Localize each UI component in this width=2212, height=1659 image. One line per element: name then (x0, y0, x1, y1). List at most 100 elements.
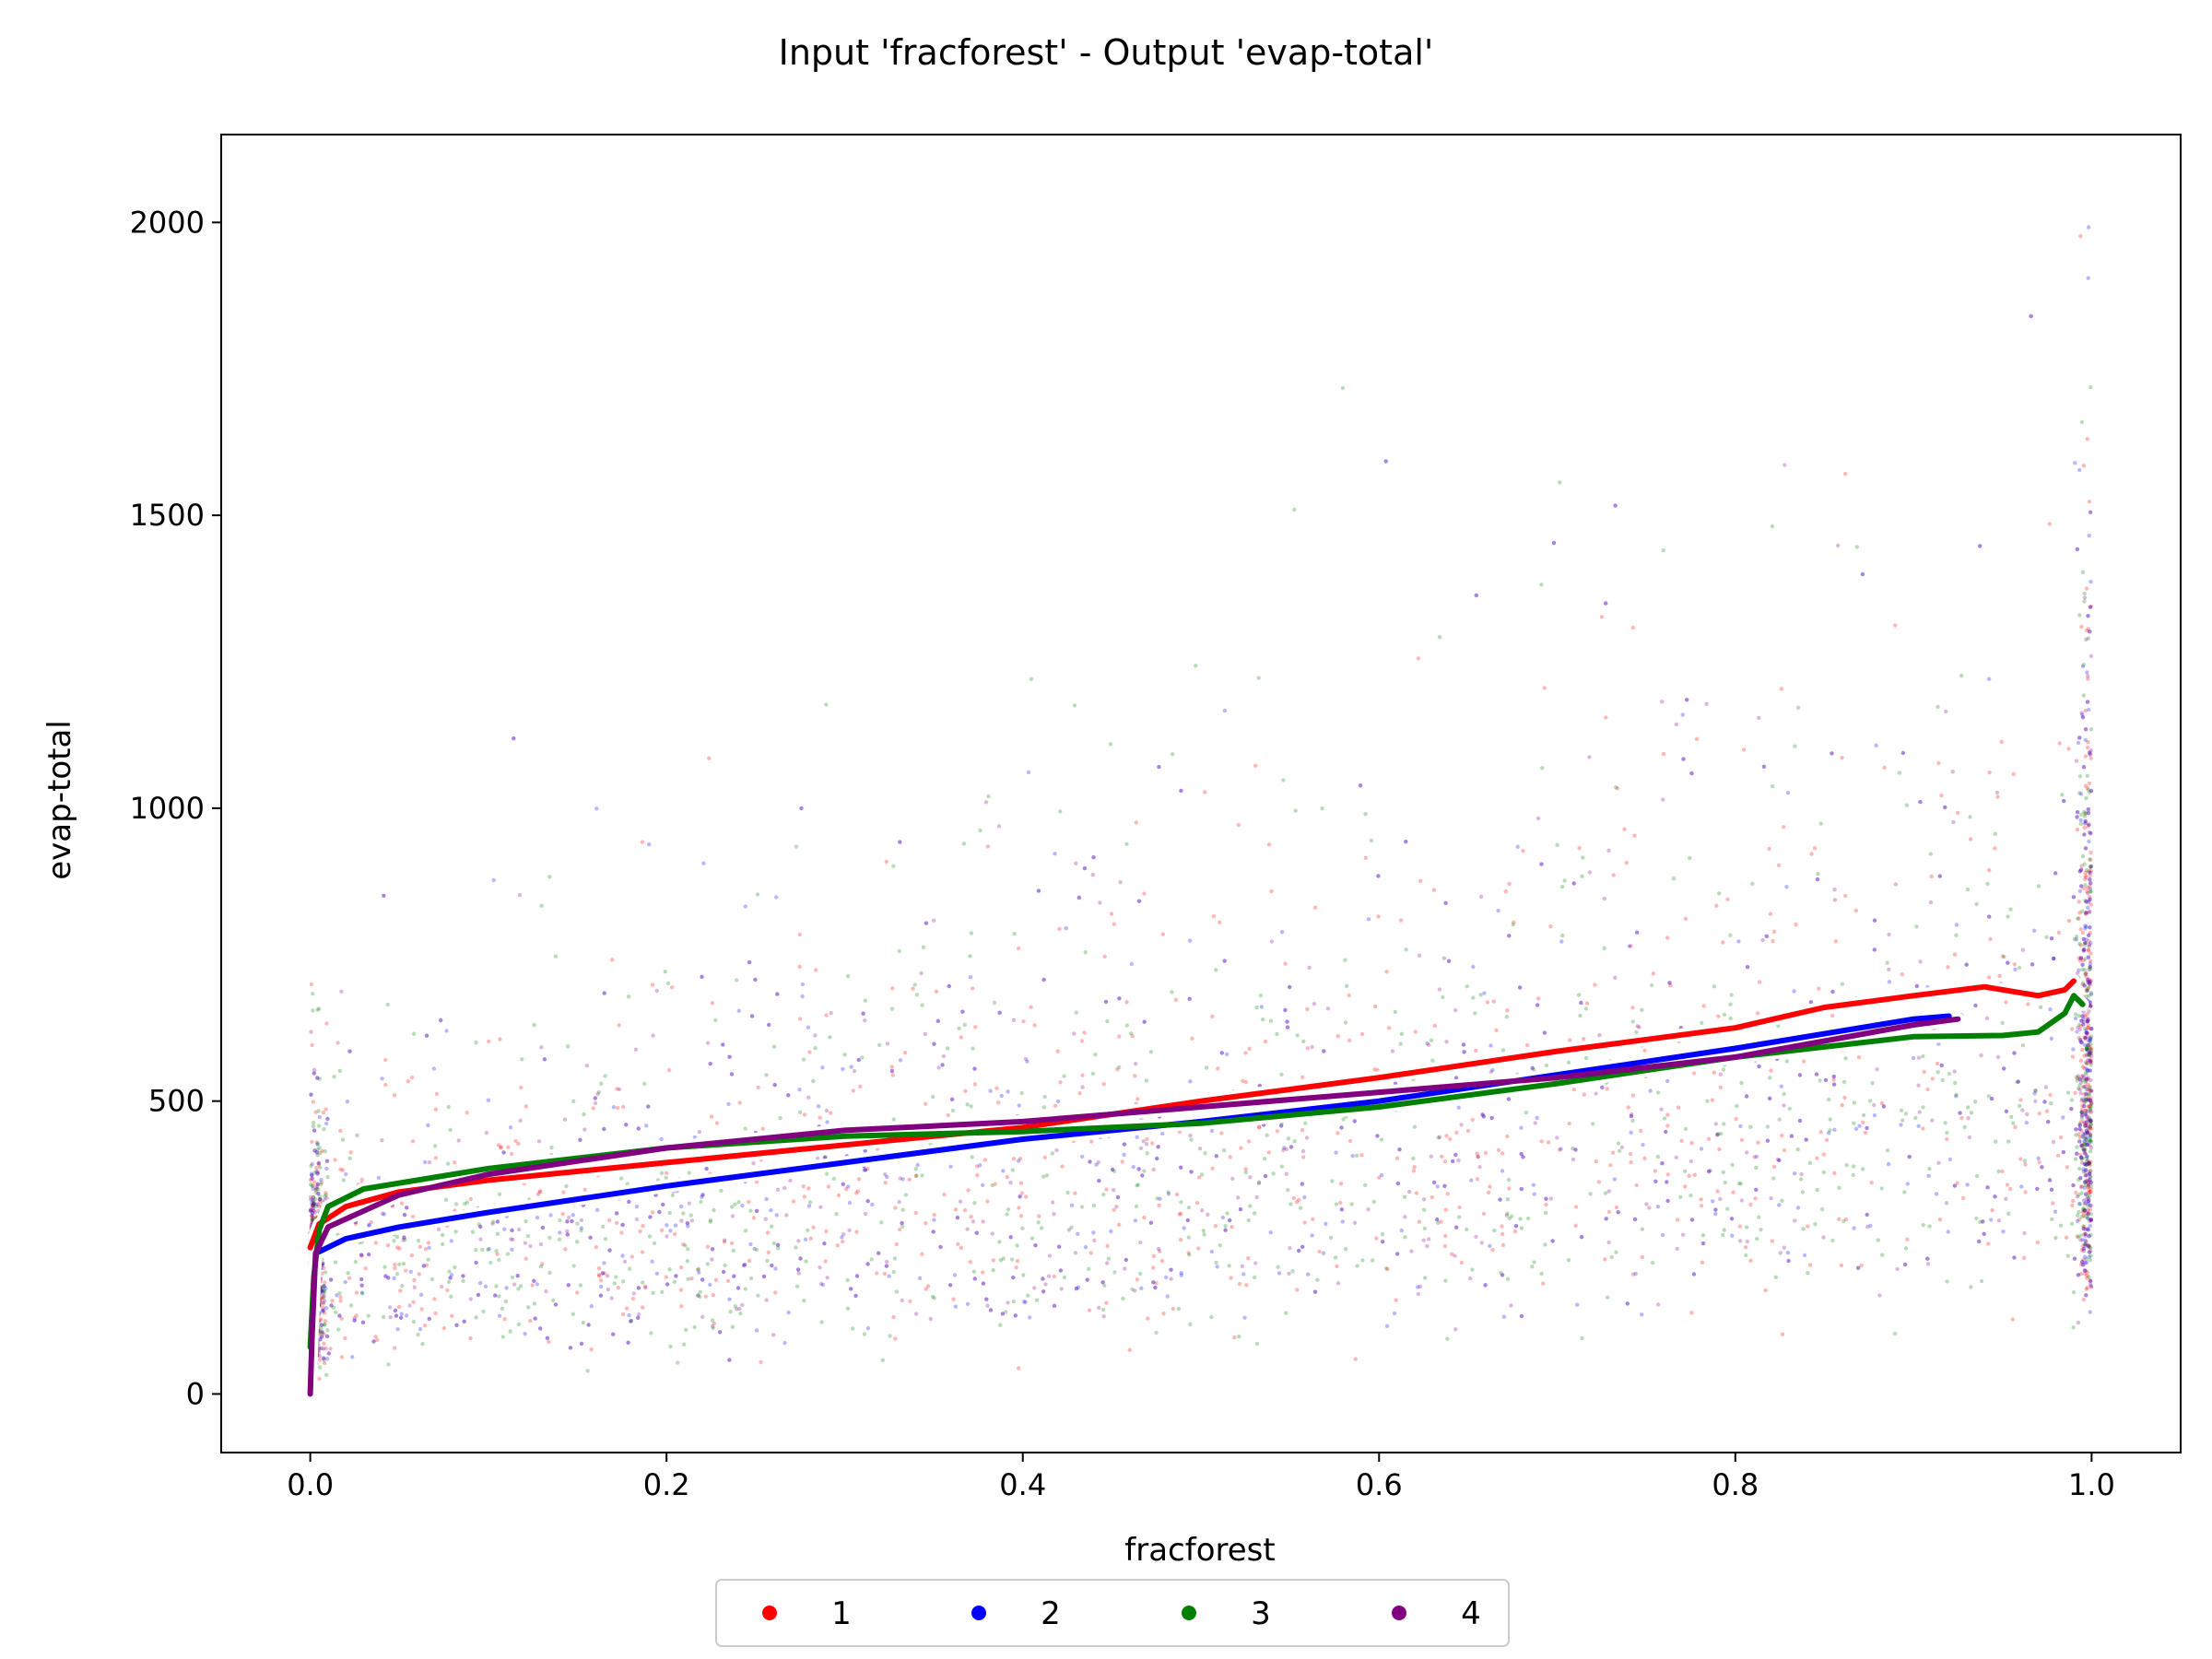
scatter-point (2086, 1228, 2091, 1232)
scatter-point (1771, 1164, 1777, 1170)
scatter-point (1386, 1026, 1392, 1030)
scatter-point (394, 1313, 399, 1318)
scatter-point (1189, 1170, 1194, 1174)
scatter-point (1283, 1007, 1288, 1013)
scatter-point (1587, 870, 1593, 875)
scatter-point (1900, 750, 1906, 756)
scatter-point (2083, 1095, 2088, 1100)
scatter-point (811, 1225, 816, 1230)
scatter-point (2077, 791, 2082, 795)
scatter-point (2007, 1186, 2013, 1192)
scatter-point (373, 1335, 378, 1339)
scatter-point (416, 1332, 420, 1337)
scatter-point (1242, 1315, 1247, 1320)
scatter-point (1218, 1242, 1223, 1248)
scatter-point (2083, 1037, 2088, 1041)
scatter-point (1787, 1106, 1793, 1112)
scatter-point (2083, 972, 2088, 977)
scatter-point (2082, 943, 2088, 947)
scatter-point (487, 1246, 491, 1252)
scatter-point (1944, 1201, 1949, 1206)
scatter-point (978, 828, 982, 833)
scatter-point (1535, 816, 1541, 821)
scatter-point (625, 1182, 629, 1186)
scatter-point (1640, 1007, 1644, 1013)
scatter-point (1725, 897, 1730, 901)
scatter-point (319, 1335, 324, 1339)
scatter-point (1815, 1156, 1819, 1160)
scatter-point (1474, 1048, 1478, 1053)
scatter-point (502, 1317, 507, 1322)
scatter-point (2017, 965, 2022, 971)
scatter-point (309, 1092, 313, 1097)
scatter-point (387, 1305, 393, 1310)
scatter-point (2086, 740, 2090, 745)
scatter-point (2049, 1187, 2054, 1193)
scatter-point (1138, 1240, 1143, 1245)
scatter-point (975, 1172, 980, 1178)
scatter-point (1761, 764, 1767, 769)
scatter-point (883, 1181, 888, 1185)
scatter-point (311, 1194, 316, 1200)
scatter-point (1548, 1196, 1554, 1201)
scatter-point (1300, 1075, 1305, 1080)
scatter-point (1968, 815, 1972, 819)
scatter-point (951, 1297, 956, 1301)
scatter-point (2080, 1238, 2085, 1242)
scatter-point (2081, 1019, 2087, 1024)
scatter-point (1465, 1128, 1471, 1134)
scatter-point (997, 1010, 1002, 1016)
scatter-point (1718, 1196, 1723, 1202)
scatter-point (1339, 1125, 1344, 1130)
scatter-point (393, 1346, 397, 1350)
scatter-point (1539, 862, 1544, 866)
scatter-point (545, 1335, 550, 1341)
scatter-point (1900, 972, 1904, 977)
scatter-point (1899, 1123, 1903, 1127)
scatter-point (2077, 1193, 2081, 1197)
scatter-point (2088, 873, 2092, 878)
scatter-point (2081, 947, 2087, 952)
scatter-point (2086, 1182, 2091, 1186)
scatter-point (1080, 1085, 1085, 1089)
scatter-point (2086, 1184, 2090, 1190)
scatter-point (1579, 1234, 1584, 1240)
scatter-point (1051, 1200, 1055, 1205)
scatter-point (2076, 1025, 2080, 1030)
scatter-point (340, 1168, 346, 1172)
scatter-point (1224, 1052, 1230, 1057)
scatter-point (310, 1183, 314, 1188)
scatter-point (736, 1008, 741, 1013)
scatter-point (820, 1282, 826, 1288)
scatter-point (947, 1283, 953, 1288)
scatter-point (1907, 1154, 1912, 1159)
scatter-point (1583, 1006, 1589, 1011)
scatter-point (2083, 818, 2088, 824)
scatter-point (1228, 1218, 1232, 1223)
scatter-point (2087, 1138, 2091, 1143)
scatter-point (1764, 934, 1770, 938)
scatter-point (1238, 1206, 1243, 1212)
scatter-point (2015, 1079, 2019, 1085)
scatter-point (2083, 1260, 2088, 1265)
scatter-point (674, 1274, 678, 1278)
scatter-point (1887, 980, 1892, 984)
scatter-point (2046, 1119, 2051, 1124)
scatter-point (2083, 870, 2088, 875)
scatter-point (1892, 1331, 1898, 1336)
scatter-point (2079, 1097, 2085, 1101)
scatter-point (2083, 1143, 2088, 1148)
scatter-point (665, 1282, 670, 1287)
scatter-point (568, 1346, 573, 1350)
scatter-point (506, 1145, 511, 1149)
scatter-point (2030, 962, 2035, 967)
scatter-point (2077, 869, 2082, 874)
scatter-point (1097, 1178, 1101, 1183)
scatter-point (2080, 1259, 2085, 1265)
scatter-point (609, 1296, 614, 1300)
scatter-point (2055, 1153, 2061, 1159)
scatter-point (934, 989, 939, 994)
scatter-point (2081, 1226, 2086, 1231)
scatter-point (2080, 570, 2086, 575)
scatter-point (2079, 419, 2085, 425)
